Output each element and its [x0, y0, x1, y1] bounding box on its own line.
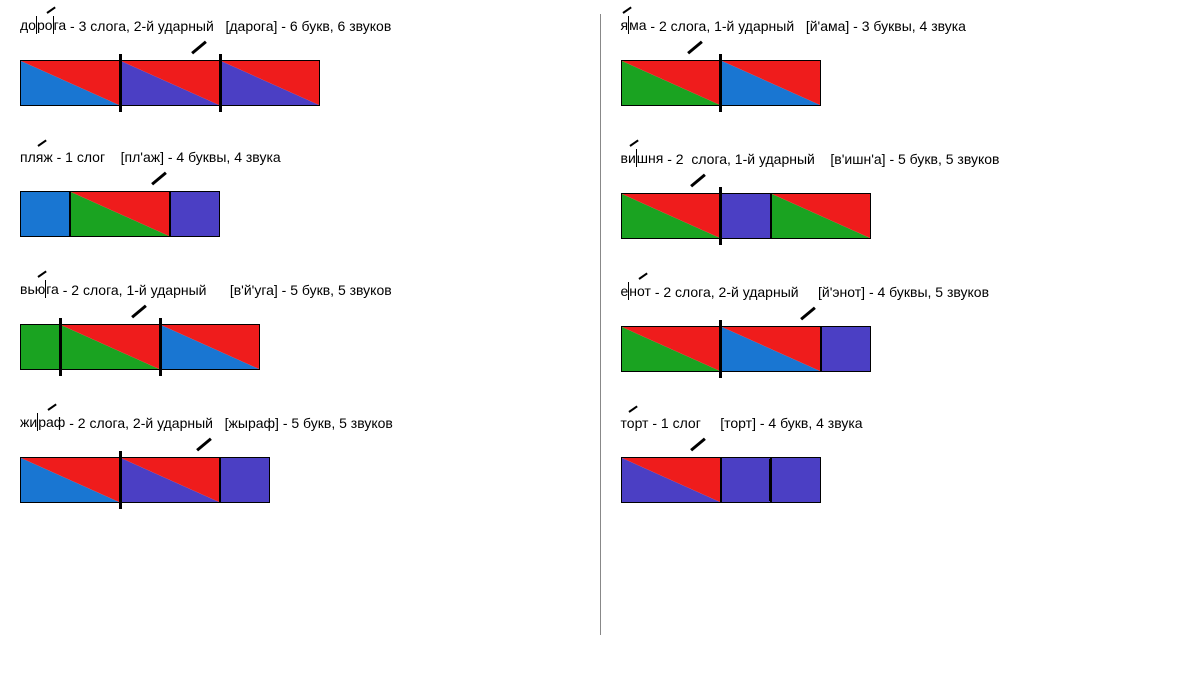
syllable-bar	[769, 459, 770, 501]
sound-cell	[721, 457, 771, 503]
stressed-letter: о	[637, 283, 644, 299]
sound-cell	[821, 326, 871, 372]
syllable-bar	[119, 451, 122, 509]
stressed-letter: о	[45, 17, 53, 33]
entry-description: - 2 слога, 2-й ударный [жыраф] - 5 букв,…	[65, 415, 393, 431]
sound-cell	[60, 324, 160, 370]
syllable-bar	[159, 318, 162, 376]
word-entry: енот - 2 слога, 2-й ударный [й'энот] - 4…	[621, 282, 1181, 375]
word-stress-tick	[629, 405, 638, 412]
stressed-letter: я	[621, 17, 629, 33]
entry-description: - 2 слога, 1-й ударный [в'ишн'а] - 5 бук…	[663, 151, 999, 167]
entry-heading: енот - 2 слога, 2-й ударный [й'энот] - 4…	[621, 282, 1181, 300]
sound-cell	[120, 457, 220, 503]
word-stress-tick	[37, 139, 46, 146]
word-stress-tick	[630, 139, 639, 146]
word: вьюга	[20, 280, 59, 298]
word-entry: яма - 2 слога, 1-й ударный [й'ама] - 3 б…	[621, 16, 1181, 109]
entry-heading: вьюга - 2 слога, 1-й ударный [в'й'уга] -…	[20, 280, 580, 298]
entry-heading: торт - 1 слог [торт] - 4 букв, 4 звука	[621, 415, 1181, 431]
word: жираф	[20, 413, 65, 431]
word-stress-tick	[47, 6, 56, 13]
syllable-bar	[719, 54, 722, 112]
word: пляж	[20, 149, 53, 165]
entry-heading: яма - 2 слога, 1-й ударный [й'ама] - 3 б…	[621, 16, 1181, 34]
word: вишня	[621, 149, 664, 167]
sound-diagram	[621, 326, 871, 372]
left-column: дорога - 3 слога, 2-й ударный [дарога] -…	[0, 0, 600, 675]
sound-diagram	[20, 60, 320, 106]
sound-diagram	[621, 457, 821, 503]
sound-cell	[70, 191, 170, 237]
word: дорога	[20, 16, 66, 34]
sound-diagram	[20, 324, 260, 370]
sound-cell	[120, 60, 220, 106]
entry-heading: вишня - 2 слога, 1-й ударный [в'ишн'а] -…	[621, 149, 1181, 167]
entry-description: - 2 слога, 2-й ударный [й'энот] - 4 букв…	[651, 284, 989, 300]
sound-cell	[20, 191, 70, 237]
sound-cell	[220, 60, 320, 106]
sound-cell	[621, 326, 721, 372]
stressed-letter: о	[627, 415, 635, 431]
syllable-bar	[719, 187, 722, 245]
stressed-letter: ю	[35, 281, 46, 297]
word-entry: вьюга - 2 слога, 1-й ударный [в'й'уга] -…	[20, 280, 580, 373]
word-entry: дорога - 3 слога, 2-й ударный [дарога] -…	[20, 16, 580, 109]
sound-cell	[721, 193, 771, 239]
sound-cell	[160, 324, 260, 370]
stressed-letter: а	[46, 414, 54, 430]
entry-description: - 1 слог [торт] - 4 букв, 4 звука	[648, 415, 862, 431]
right-column: яма - 2 слога, 1-й ударный [й'ама] - 3 б…	[601, 0, 1200, 675]
sound-cell	[621, 457, 721, 503]
stressed-letter: и	[628, 150, 636, 166]
sound-cell	[721, 60, 821, 106]
syllable-bar	[719, 320, 722, 378]
word-entry: пляж - 1 слог [пл'аж] - 4 буквы, 4 звука	[20, 149, 580, 240]
word-stress-tick	[639, 272, 648, 279]
word: енот	[621, 282, 651, 300]
entry-heading: жираф - 2 слога, 2-й ударный [жыраф] - 5…	[20, 413, 580, 431]
syllable-bar	[59, 318, 62, 376]
sound-cell	[170, 191, 220, 237]
word: яма	[621, 16, 647, 34]
word-stress-tick	[37, 270, 46, 277]
entry-description: - 2 слога, 1-й ударный [й'ама] - 3 буквы…	[647, 18, 966, 34]
entry-heading: дорога - 3 слога, 2-й ударный [дарога] -…	[20, 16, 580, 34]
entry-description: - 3 слога, 2-й ударный [дарога] - 6 букв…	[66, 18, 391, 34]
entry-description: - 2 слога, 1-й ударный [в'й'уга] - 5 бук…	[59, 282, 392, 298]
word: торт	[621, 415, 649, 431]
word-stress-tick	[622, 6, 631, 13]
sound-cell	[621, 60, 721, 106]
sound-diagram	[621, 193, 871, 239]
sound-diagram	[20, 191, 220, 237]
word-entry: вишня - 2 слога, 1-й ударный [в'ишн'а] -…	[621, 149, 1181, 242]
entry-description: - 1 слог [пл'аж] - 4 буквы, 4 звука	[53, 149, 281, 165]
sound-cell	[220, 457, 270, 503]
entry-heading: пляж - 1 слог [пл'аж] - 4 буквы, 4 звука	[20, 149, 580, 165]
sound-diagram	[20, 457, 270, 503]
sound-cell	[20, 324, 60, 370]
word-stress-tick	[48, 403, 57, 410]
layout-columns: дорога - 3 слога, 2-й ударный [дарога] -…	[0, 0, 1200, 675]
word-entry: торт - 1 слог [торт] - 4 букв, 4 звука	[621, 415, 1181, 506]
sound-cell	[771, 193, 871, 239]
sound-cell	[721, 326, 821, 372]
sound-cell	[20, 457, 120, 503]
word-entry: жираф - 2 слога, 2-й ударный [жыраф] - 5…	[20, 413, 580, 506]
sound-diagram	[621, 60, 821, 106]
sound-cell	[20, 60, 120, 106]
syllable-bar	[119, 54, 122, 112]
sound-cell	[771, 457, 821, 503]
sound-cell	[621, 193, 721, 239]
syllable-bar	[219, 54, 222, 112]
